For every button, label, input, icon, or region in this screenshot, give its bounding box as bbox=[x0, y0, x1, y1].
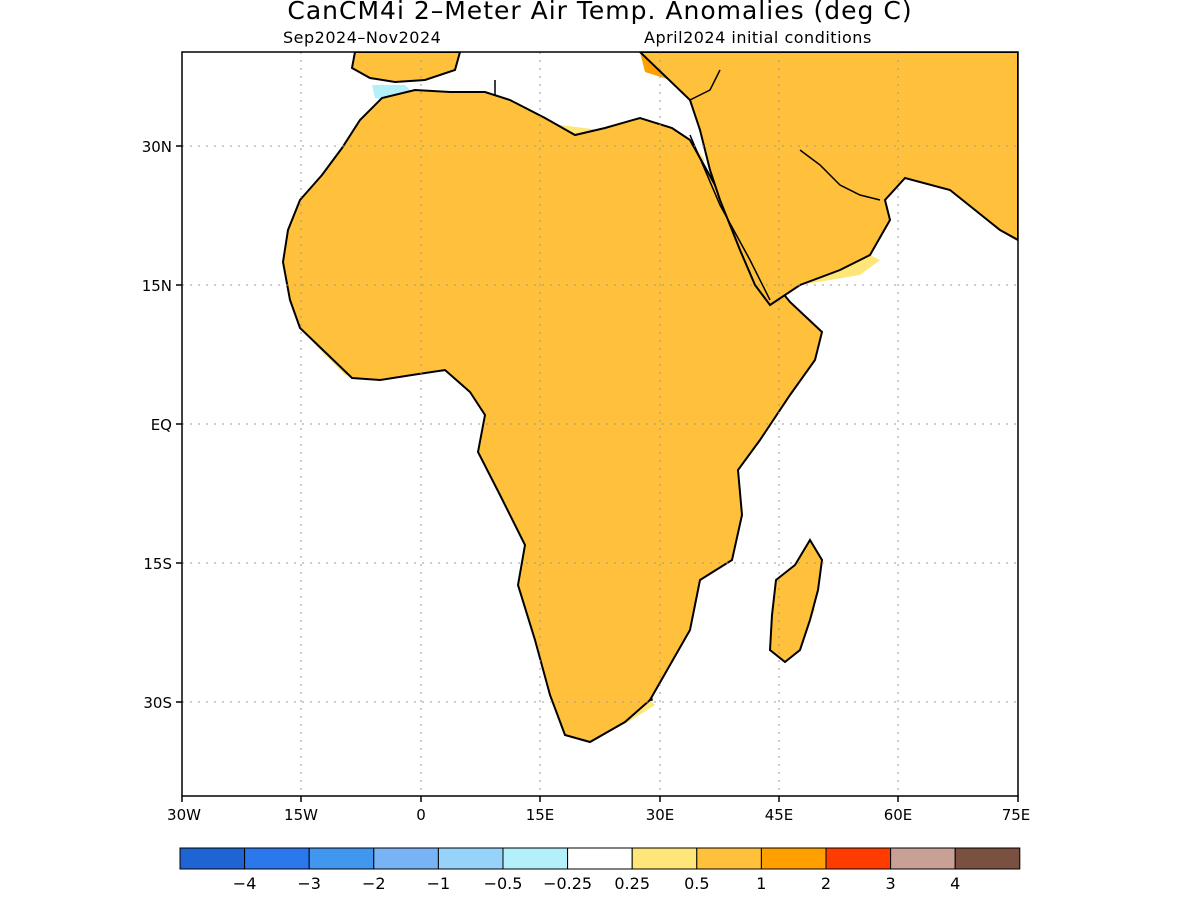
initial-conditions-subtitle: April2024 initial conditions bbox=[644, 28, 872, 47]
lat-label-30n: 30N bbox=[142, 138, 172, 156]
colorbar-label: −0.25 bbox=[543, 874, 592, 893]
colorbar-label: 3 bbox=[886, 874, 896, 893]
colorbar-swatch bbox=[760, 847, 827, 870]
colorbar-label: −4 bbox=[233, 874, 257, 893]
colorbar-label: 0.5 bbox=[684, 874, 709, 893]
colorbar-swatch bbox=[696, 847, 762, 870]
colorbar-label: −2 bbox=[362, 874, 386, 893]
latitude-labels: 30N 15N EQ 15S 30S bbox=[142, 138, 172, 712]
colorbar-label: 0.25 bbox=[614, 874, 650, 893]
colorbar-label: −3 bbox=[297, 874, 321, 893]
lon-label-60e: 60E bbox=[884, 806, 913, 824]
colorbar-swatch bbox=[179, 847, 246, 870]
lon-label-45e: 45E bbox=[765, 806, 794, 824]
lat-label-15n: 15N bbox=[142, 277, 172, 295]
colorbar-swatch bbox=[825, 847, 892, 870]
colorbar-legend: −4 −3 −2 −1 −0.5 −0.25 0.25 0.5 1 2 3 4 bbox=[179, 847, 1021, 893]
grid-lines bbox=[182, 52, 1018, 796]
lat-label-15s: 15S bbox=[143, 555, 172, 573]
lon-label-30e: 30E bbox=[646, 806, 675, 824]
colorbar-label: 4 bbox=[950, 874, 960, 893]
colorbar-swatch bbox=[890, 847, 956, 870]
lon-label-30w: 30W bbox=[167, 806, 201, 824]
colorbar-swatch bbox=[373, 847, 439, 870]
colorbar-label: 1 bbox=[756, 874, 766, 893]
colorbar-swatch bbox=[244, 847, 310, 870]
lon-label-15e: 15E bbox=[526, 806, 555, 824]
colorbar-label: 2 bbox=[821, 874, 831, 893]
colorbar-swatch bbox=[954, 847, 1021, 870]
colorbar-swatch bbox=[502, 847, 569, 870]
map-title: CanCM4i 2–Meter Air Temp. Anomalies (deg… bbox=[287, 0, 913, 25]
lat-label-30s: 30S bbox=[143, 694, 172, 712]
lon-label-15w: 15W bbox=[284, 806, 318, 824]
colorbar-label: −0.5 bbox=[484, 874, 523, 893]
lon-label-0: 0 bbox=[416, 806, 426, 824]
tick-marks bbox=[176, 145, 1019, 802]
colorbar-swatch bbox=[631, 847, 698, 870]
colorbar-label: −1 bbox=[427, 874, 451, 893]
season-subtitle: Sep2024–Nov2024 bbox=[283, 28, 442, 47]
lat-label-eq: EQ bbox=[151, 416, 172, 434]
lon-label-75e: 75E bbox=[1002, 806, 1031, 824]
longitude-labels: 30W 15W 0 15E 30E 45E 60E 75E bbox=[167, 806, 1030, 824]
colorbar-swatch bbox=[567, 847, 633, 870]
colorbar-swatch bbox=[308, 847, 375, 870]
colorbar-swatch bbox=[437, 847, 504, 870]
coastlines bbox=[282, 52, 1018, 743]
